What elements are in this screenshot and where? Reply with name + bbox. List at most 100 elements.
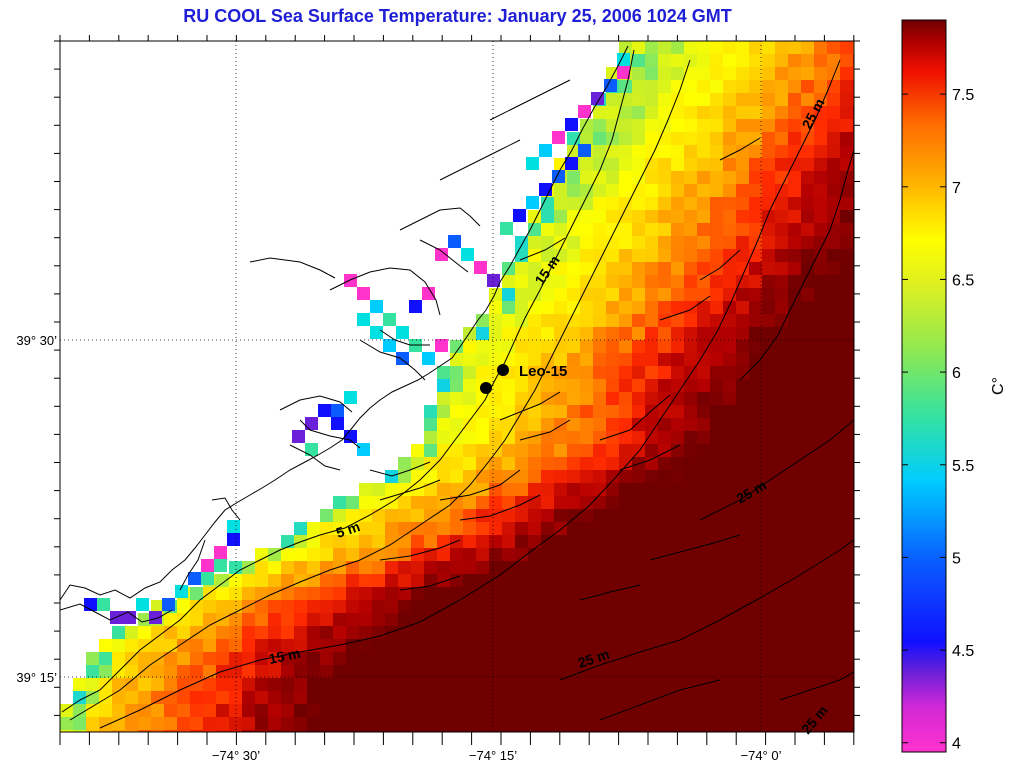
sst-pixel bbox=[255, 587, 268, 600]
sst-pixel bbox=[788, 314, 801, 327]
sst-pixel bbox=[476, 574, 489, 587]
sst-pixel bbox=[307, 652, 320, 665]
sst-pixel bbox=[801, 379, 814, 392]
sst-pixel bbox=[463, 457, 476, 470]
sst-pixel bbox=[541, 574, 554, 587]
sst-pixel bbox=[749, 301, 762, 314]
sst-pixel bbox=[697, 301, 710, 314]
sst-pixel bbox=[801, 561, 814, 574]
sst-pixel bbox=[372, 483, 385, 496]
sst-pixel bbox=[580, 626, 593, 639]
sst-pixel bbox=[749, 548, 762, 561]
sst-pixel bbox=[593, 626, 606, 639]
sst-pixel bbox=[736, 301, 749, 314]
sst-pixel bbox=[788, 639, 801, 652]
sst-pixel bbox=[528, 561, 541, 574]
sst-pixel bbox=[684, 249, 697, 262]
sst-pixel bbox=[463, 678, 476, 691]
sst-pixel bbox=[632, 366, 645, 379]
sst-pixel bbox=[203, 665, 216, 678]
sst-pixel bbox=[658, 236, 671, 249]
sst-pixel bbox=[528, 678, 541, 691]
sst-pixel bbox=[762, 405, 775, 418]
sst-pixel bbox=[554, 301, 567, 314]
sst-pixel bbox=[554, 652, 567, 665]
sst-pixel bbox=[801, 457, 814, 470]
sst-pixel bbox=[463, 418, 476, 431]
sst-pixel bbox=[489, 418, 502, 431]
sst-pixel bbox=[580, 379, 593, 392]
sst-pixel bbox=[580, 678, 593, 691]
sst-pixel bbox=[827, 353, 840, 366]
sst-pixel bbox=[801, 509, 814, 522]
sst-pixel bbox=[632, 197, 645, 210]
sst-pixel bbox=[502, 522, 515, 535]
sst-pixel bbox=[320, 509, 333, 522]
sst-pixel bbox=[268, 665, 281, 678]
sst-pixel bbox=[619, 171, 632, 184]
sst-pixel bbox=[177, 704, 190, 717]
sst-pixel bbox=[411, 626, 424, 639]
sst-pixel bbox=[463, 509, 476, 522]
sst-pixel bbox=[671, 431, 684, 444]
sst-pixel bbox=[671, 184, 684, 197]
sst-pixel bbox=[788, 93, 801, 106]
sst-pixel bbox=[645, 132, 658, 145]
sst-pixel bbox=[528, 600, 541, 613]
sst-pixel bbox=[723, 418, 736, 431]
sst-pixel bbox=[619, 132, 632, 145]
sst-pixel bbox=[736, 379, 749, 392]
sst-pixel bbox=[398, 522, 411, 535]
sst-pixel bbox=[749, 340, 762, 353]
sst-pixel bbox=[671, 171, 684, 184]
sst-pixel bbox=[658, 210, 671, 223]
sst-pixel bbox=[710, 314, 723, 327]
sst-pixel bbox=[580, 600, 593, 613]
sst-pixel bbox=[398, 509, 411, 522]
sst-pixel bbox=[723, 197, 736, 210]
sst-pixel bbox=[827, 496, 840, 509]
sst-pixel bbox=[671, 132, 684, 145]
sst-pixel bbox=[567, 301, 580, 314]
sst-pixel bbox=[853, 509, 854, 522]
sst-pixel bbox=[502, 457, 515, 470]
sst-pixel bbox=[580, 431, 593, 444]
sst-pixel bbox=[697, 522, 710, 535]
sst-pixel bbox=[775, 236, 788, 249]
sst-pixel bbox=[242, 639, 255, 652]
sst-pixel bbox=[762, 600, 775, 613]
sst-pixel bbox=[840, 613, 853, 626]
sst-pixel bbox=[853, 470, 854, 483]
sst-pixel bbox=[697, 392, 710, 405]
sst-pixel bbox=[723, 353, 736, 366]
sst-pixel bbox=[476, 431, 489, 444]
sst-pixel bbox=[814, 613, 827, 626]
sst-pixel bbox=[801, 600, 814, 613]
sst-pixel bbox=[814, 171, 827, 184]
sst-pixel bbox=[320, 587, 333, 600]
sst-pixel bbox=[671, 119, 684, 132]
sst-pixel bbox=[749, 41, 762, 54]
sst-pixel bbox=[684, 132, 697, 145]
sst-pixel bbox=[567, 691, 580, 704]
sst-pixel bbox=[437, 522, 450, 535]
sst-pixel bbox=[229, 717, 242, 730]
sst-pixel bbox=[320, 691, 333, 704]
sst-pixel bbox=[526, 196, 539, 209]
sst-pixel bbox=[775, 210, 788, 223]
sst-pixel bbox=[489, 314, 502, 327]
sst-pixel bbox=[775, 717, 788, 730]
sst-pixel bbox=[450, 665, 463, 678]
sst-pixel bbox=[632, 392, 645, 405]
sst-pixel bbox=[788, 496, 801, 509]
sst-pixel bbox=[632, 288, 645, 301]
sst-pixel bbox=[814, 457, 827, 470]
sst-pixel bbox=[554, 340, 567, 353]
sst-pixel bbox=[242, 613, 255, 626]
sst-pixel bbox=[671, 67, 684, 80]
sst-pixel bbox=[476, 548, 489, 561]
sst-pixel bbox=[632, 431, 645, 444]
sst-pixel bbox=[619, 600, 632, 613]
sst-pixel bbox=[513, 209, 526, 222]
sst-pixel bbox=[463, 548, 476, 561]
